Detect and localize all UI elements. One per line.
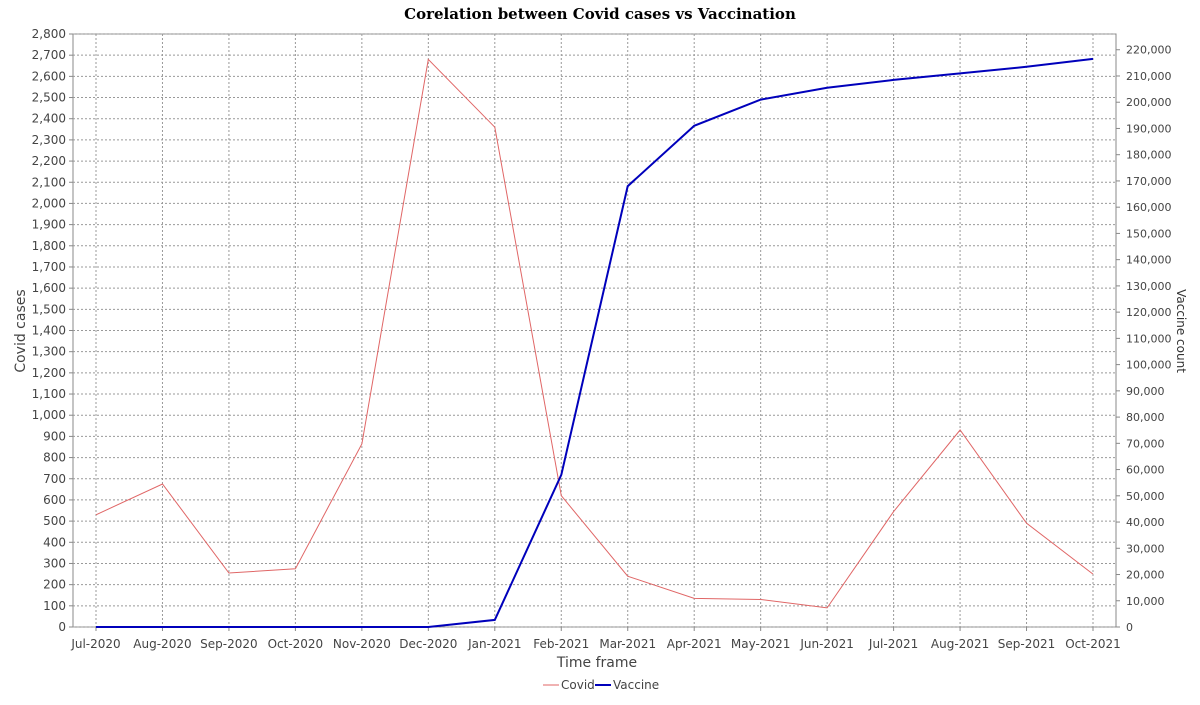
left-tick-label: 2,200 [32, 154, 66, 168]
left-tick-label: 2,700 [32, 48, 66, 62]
left-tick-label: 2,600 [32, 69, 66, 83]
right-tick-label: 10,000 [1126, 595, 1165, 608]
left-tick-label: 1,900 [32, 218, 66, 232]
left-tick-label: 0 [58, 620, 66, 634]
left-tick-label: 700 [43, 472, 66, 486]
left-tick-label: 2,300 [32, 133, 66, 147]
left-tick-label: 1,500 [32, 302, 66, 316]
x-axis-title: Time frame [556, 655, 637, 671]
left-tick-label: 1,400 [32, 324, 66, 338]
x-tick-label: Oct-2020 [268, 637, 324, 651]
series-lines [95, 57, 1094, 628]
x-tick-label: Dec-2020 [399, 637, 457, 651]
left-tick-label: 2,500 [32, 91, 66, 105]
chart-title: Corelation between Covid cases vs Vaccin… [404, 5, 796, 23]
right-tick-label: 190,000 [1126, 122, 1172, 135]
right-tick-label: 170,000 [1126, 175, 1172, 188]
right-tick-label: 120,000 [1126, 306, 1172, 319]
right-tick-label: 220,000 [1126, 44, 1172, 57]
right-tick-label: 160,000 [1126, 201, 1172, 214]
left-y-axis: 0 100 200 300 400 500 600 700 800 900 1,000 1,100 1,… [32, 27, 73, 634]
right-tick-label: 50,000 [1126, 490, 1165, 503]
left-tick-label: 800 [43, 451, 66, 465]
left-tick-label: 100 [43, 599, 66, 613]
x-tick-label: Sep-2020 [200, 637, 258, 651]
left-tick-label: 2,400 [32, 112, 66, 126]
x-tick-label: Jun-2021 [799, 637, 854, 651]
left-tick-label: 1,600 [32, 281, 66, 295]
x-tick-label: Jul-2020 [70, 637, 120, 651]
series-line-covid [95, 58, 1094, 609]
right-tick-label: 200,000 [1126, 96, 1172, 109]
x-tick-label: Sep-2021 [998, 637, 1056, 651]
legend-label-vaccine: Vaccine [613, 678, 659, 692]
left-y-axis-title: Covid cases [13, 289, 29, 372]
right-tick-label: 0 [1126, 621, 1133, 634]
left-tick-label: 1,000 [32, 408, 66, 422]
series-line-vaccine [96, 57, 1094, 628]
left-tick-label: 1,800 [32, 239, 66, 253]
right-tick-label: 40,000 [1126, 516, 1165, 529]
x-tick-label: May-2021 [731, 637, 790, 651]
left-tick-label: 2,800 [32, 27, 66, 41]
x-tick-label: Apr-2021 [667, 637, 722, 651]
left-tick-label: 2,000 [32, 196, 66, 210]
right-tick-label: 130,000 [1126, 280, 1172, 293]
right-tick-label: 90,000 [1126, 385, 1165, 398]
x-tick-label: Oct-2021 [1065, 637, 1121, 651]
right-tick-label: 110,000 [1126, 332, 1172, 345]
left-tick-label: 1,200 [32, 366, 66, 380]
left-tick-label: 1,700 [32, 260, 66, 274]
left-tick-label: 900 [43, 429, 66, 443]
right-tick-label: 180,000 [1126, 149, 1172, 162]
left-tick-label: 1,100 [32, 387, 66, 401]
left-tick-label: 2,100 [32, 175, 66, 189]
x-tick-label: Aug-2020 [133, 637, 191, 651]
x-tick-label: Jul-2021 [868, 637, 918, 651]
x-tick-label: Jan-2021 [467, 637, 521, 651]
right-tick-label: 30,000 [1126, 542, 1165, 555]
legend-label-covid: Covid [561, 678, 595, 692]
x-tick-label: Mar-2021 [599, 637, 656, 651]
left-tick-label: 400 [43, 535, 66, 549]
left-tick-label: 200 [43, 578, 66, 592]
right-tick-label: 80,000 [1126, 411, 1165, 424]
x-tick-label: Nov-2020 [333, 637, 391, 651]
right-tick-label: 100,000 [1126, 359, 1172, 372]
left-tick-label: 1,300 [32, 345, 66, 359]
right-tick-label: 210,000 [1126, 70, 1172, 83]
right-tick-label: 20,000 [1126, 569, 1165, 582]
gridlines [73, 33, 1116, 628]
left-tick-label: 600 [43, 493, 66, 507]
right-tick-label: 60,000 [1126, 464, 1165, 477]
right-y-axis-title: Vaccine count [1174, 289, 1188, 373]
right-tick-label: 140,000 [1126, 254, 1172, 267]
right-tick-label: 150,000 [1126, 227, 1172, 240]
x-tick-label: Aug-2021 [931, 637, 989, 651]
legend: Covid Vaccine [543, 678, 659, 692]
x-axis: Jul-2020 Aug-2020 Sep-2020 Oct-2020 Nov-2020… [70, 627, 1121, 651]
right-tick-label: 70,000 [1126, 437, 1165, 450]
left-tick-label: 500 [43, 514, 66, 528]
right-y-axis: 0 10,000 20,000 30,000 40,000 50,000 60,000 70,… [1116, 44, 1172, 634]
left-tick-label: 300 [43, 556, 66, 570]
x-tick-label: Feb-2021 [533, 637, 589, 651]
